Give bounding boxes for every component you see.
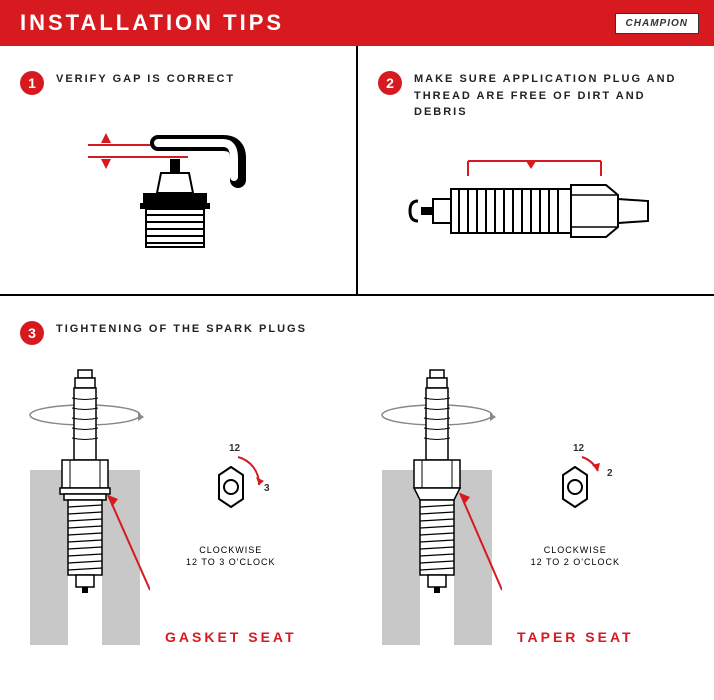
taper-seat-label: TAPER SEAT	[517, 629, 634, 645]
brand-logo: CHAMPION	[615, 13, 699, 34]
step-3-panel: 3 TIGHTENING OF THE SPARK PLUGS	[0, 296, 714, 670]
step-1-text: VERIFY GAP IS CORRECT	[56, 71, 235, 88]
gasket-seat-group: 12 3 CLOCKWISE 12 TO 3 O'CLOCK GASKET SE…	[20, 365, 342, 645]
gasket-plug-illustration	[20, 365, 150, 645]
top-panels: 1 VERIFY GAP IS CORRECT	[0, 46, 714, 296]
step-3-number: 3	[20, 321, 44, 345]
gasket-clock-label: CLOCKWISE 12 TO 3 O'CLOCK	[165, 544, 297, 569]
svg-text:3: 3	[264, 483, 270, 494]
page-title: INSTALLATION TIPS	[0, 0, 615, 46]
step-1-panel: 1 VERIFY GAP IS CORRECT	[0, 46, 358, 294]
svg-text:12: 12	[573, 443, 585, 454]
step-2-panel: 2 MAKE SURE APPLICATION PLUG AND THREAD …	[358, 46, 714, 294]
step-2-number: 2	[378, 71, 402, 95]
gasket-seat-label: GASKET SEAT	[165, 629, 297, 645]
svg-text:2: 2	[607, 468, 613, 479]
taper-clock-label: CLOCKWISE 12 TO 2 O'CLOCK	[517, 544, 634, 569]
header-bar: INSTALLATION TIPS CHAMPION	[0, 0, 714, 46]
taper-seat-group: 12 2 CLOCKWISE 12 TO 2 O'CLOCK TAPER SEA…	[372, 365, 694, 645]
svg-text:12: 12	[229, 443, 241, 454]
gap-diagram	[20, 115, 336, 255]
taper-plug-illustration	[372, 365, 502, 645]
step-3-text: TIGHTENING OF THE SPARK PLUGS	[56, 321, 307, 338]
step-1-number: 1	[20, 71, 44, 95]
step-2-text: MAKE SURE APPLICATION PLUG AND THREAD AR…	[414, 71, 694, 121]
taper-clock: 12 2 CLOCKWISE 12 TO 2 O'CLOCK	[517, 441, 634, 569]
gasket-clock: 12 3 CLOCKWISE 12 TO 3 O'CLOCK	[165, 441, 297, 569]
thread-diagram	[378, 141, 694, 271]
